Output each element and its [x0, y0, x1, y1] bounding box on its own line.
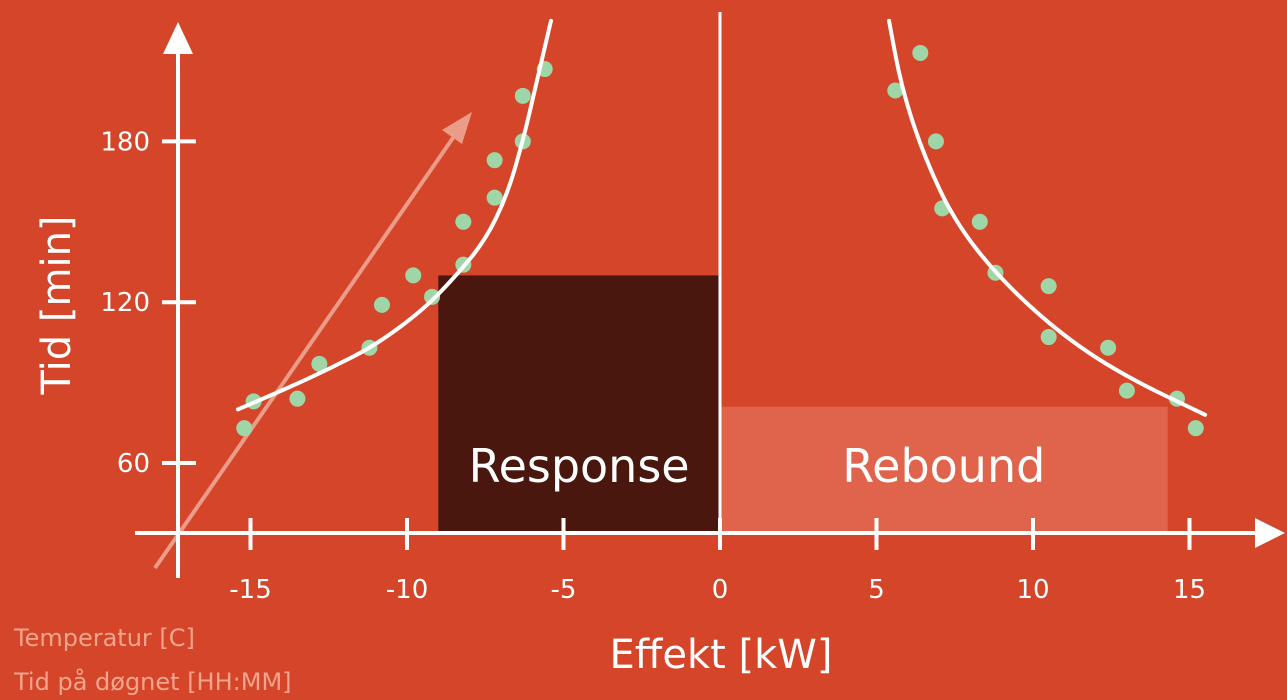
x-tick-label: -15: [229, 575, 271, 605]
y-axis-title: Tid [min]: [34, 215, 80, 395]
data-point: [289, 391, 305, 407]
data-point: [236, 420, 252, 436]
x-tick-label: -5: [551, 575, 577, 605]
y-tick-label: 60: [117, 449, 150, 479]
data-point: [405, 267, 421, 283]
data-point: [374, 297, 390, 313]
data-point: [487, 152, 503, 168]
data-point: [1119, 383, 1135, 399]
data-point: [515, 88, 531, 104]
x-tick-label: 10: [1016, 575, 1049, 605]
region-label-rebound: Rebound: [842, 439, 1045, 493]
y-tick-label: 120: [100, 288, 150, 318]
y-tick-label: 180: [100, 127, 150, 157]
x-axis-title: Effekt [kW]: [610, 632, 833, 678]
x-tick-label: -10: [386, 575, 428, 605]
legend-entry-time-of-day: Tid på døgnet [HH:MM]: [13, 667, 292, 696]
x-tick-label: 15: [1173, 575, 1206, 605]
region-label-response: Response: [469, 439, 690, 493]
data-point: [1100, 340, 1116, 356]
data-point: [1041, 329, 1057, 345]
legend-entry-temperature: Temperatur [C]: [13, 624, 195, 652]
data-point: [1041, 278, 1057, 294]
data-point: [455, 214, 471, 230]
region-response: [438, 275, 720, 533]
x-tick-label: 0: [712, 575, 729, 605]
data-point: [972, 214, 988, 230]
data-point: [928, 133, 944, 149]
x-tick-label: 5: [868, 575, 885, 605]
data-point: [1188, 420, 1204, 436]
data-point: [487, 190, 503, 206]
data-point: [912, 45, 928, 61]
